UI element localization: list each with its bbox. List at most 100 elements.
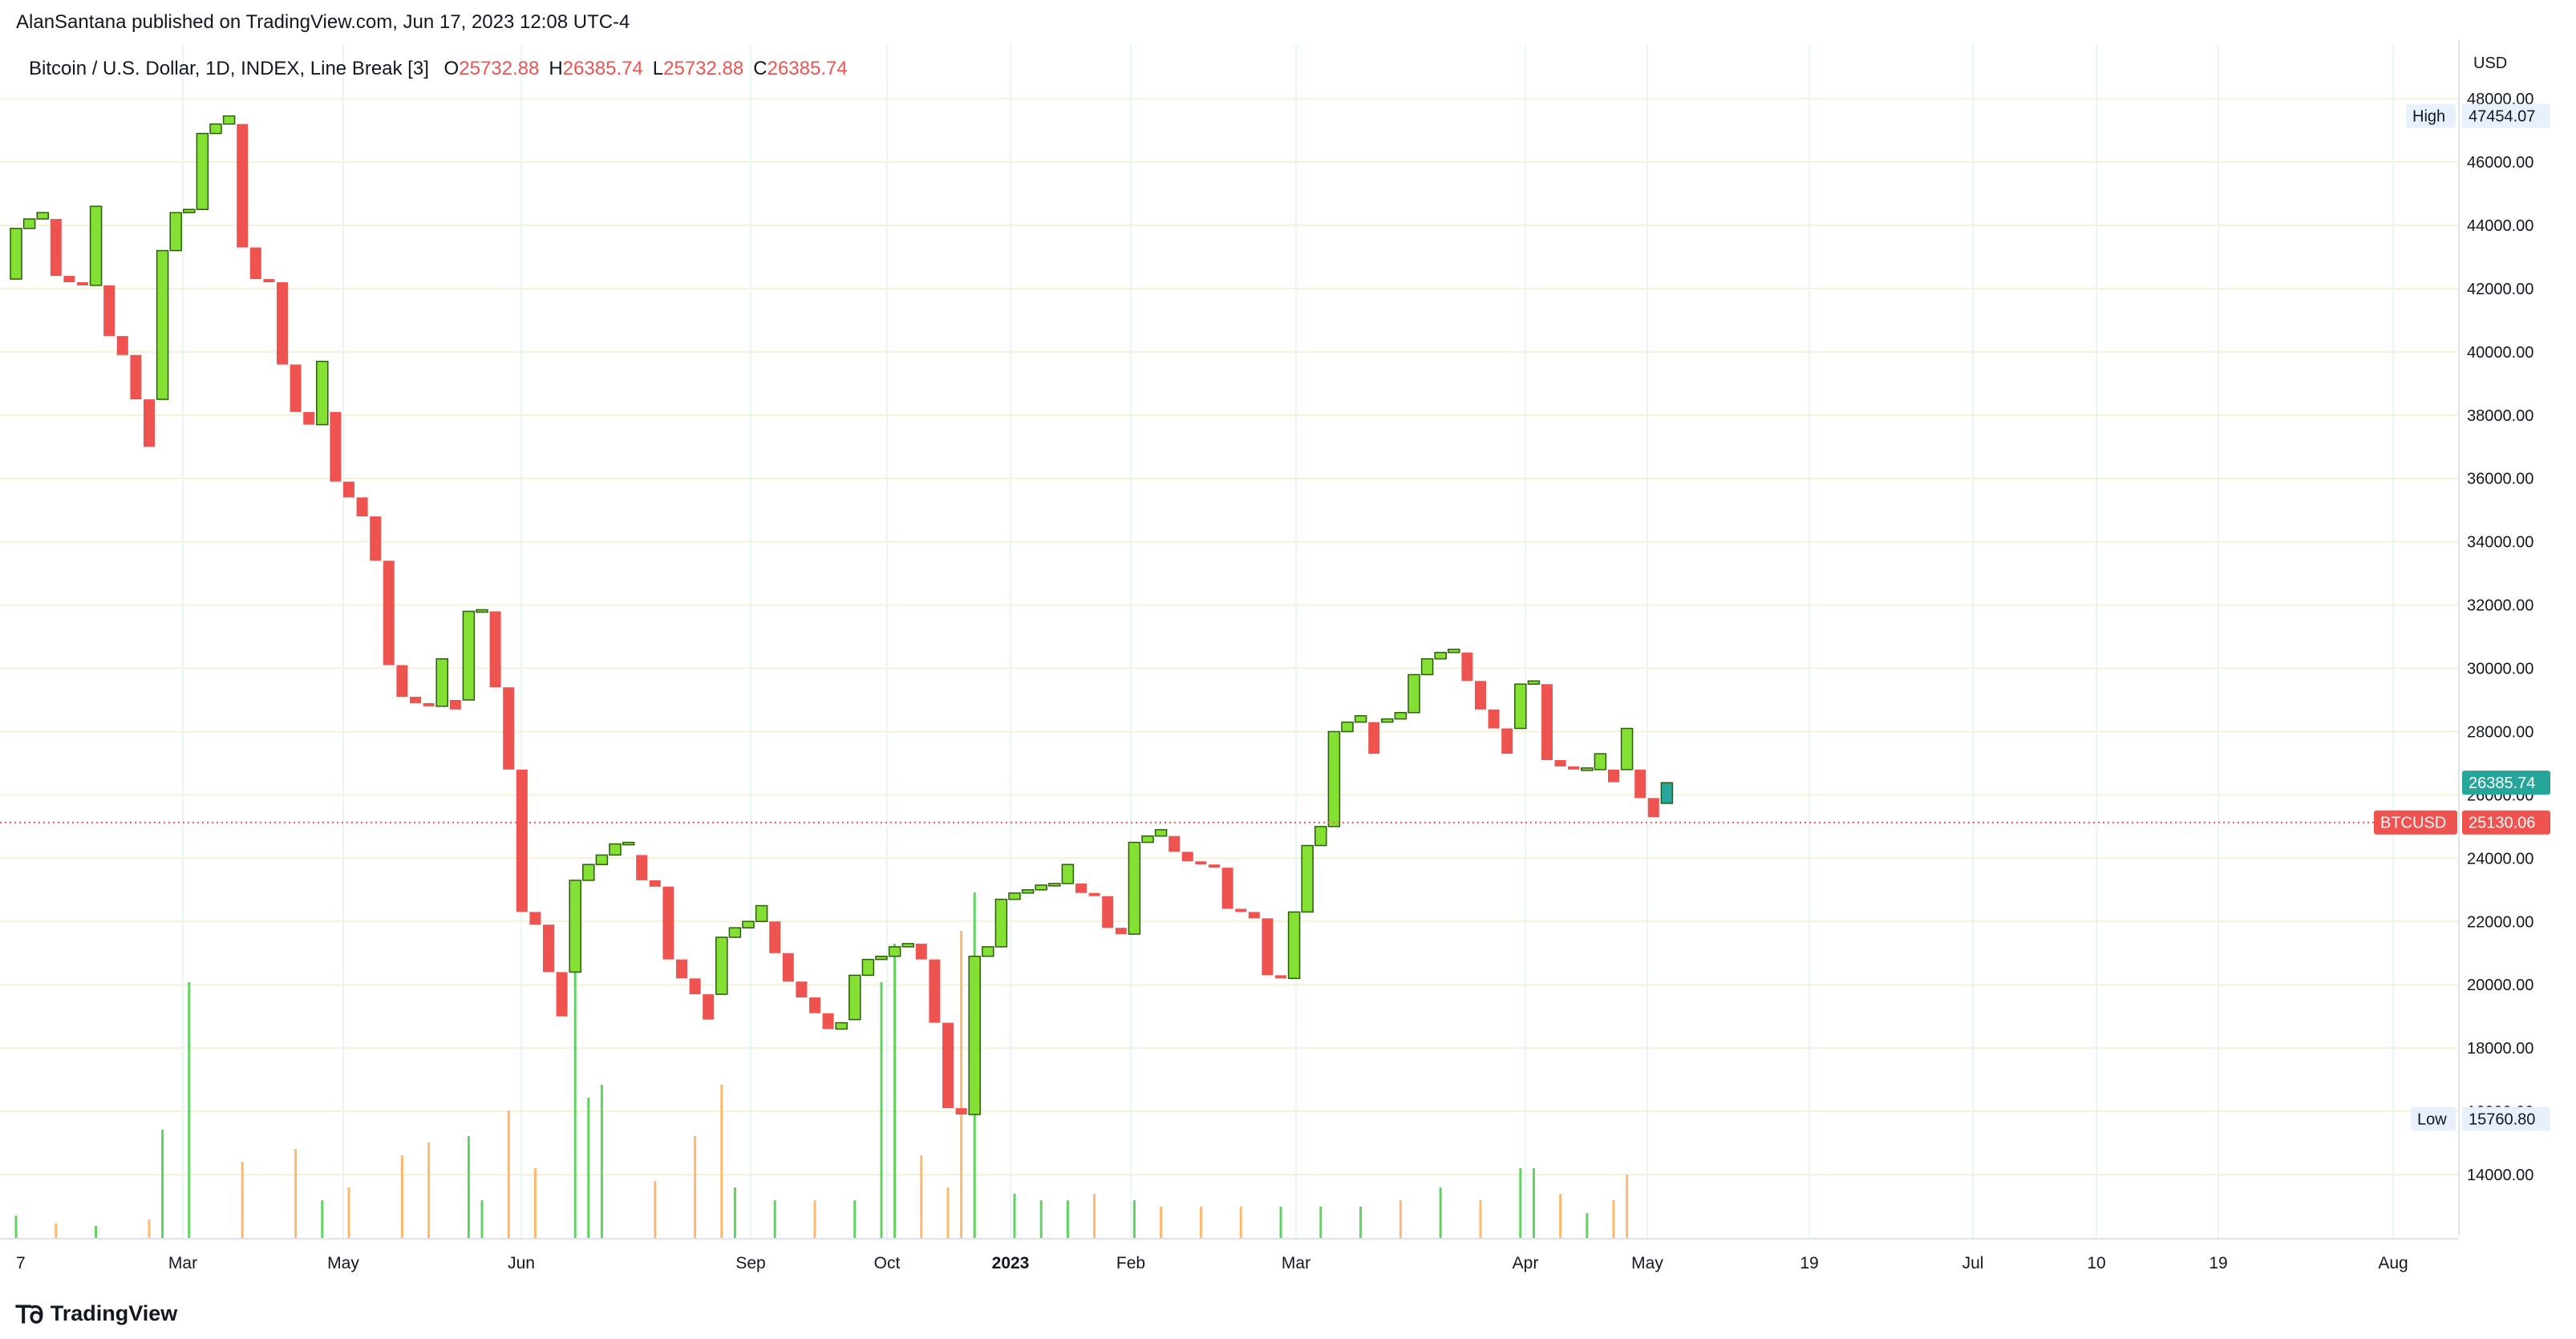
line-break-brick[interactable] bbox=[662, 886, 674, 960]
line-break-brick[interactable] bbox=[582, 864, 595, 881]
line-break-brick[interactable] bbox=[1407, 674, 1420, 714]
line-break-brick[interactable] bbox=[569, 880, 581, 973]
line-break-brick[interactable] bbox=[10, 228, 22, 280]
line-break-brick[interactable] bbox=[343, 481, 354, 498]
line-break-brick[interactable] bbox=[1541, 684, 1553, 760]
line-break-brick[interactable] bbox=[1581, 767, 1594, 771]
line-break-brick[interactable] bbox=[1301, 844, 1314, 913]
line-break-brick[interactable] bbox=[595, 854, 609, 865]
line-break-brick[interactable] bbox=[516, 769, 528, 912]
line-break-brick[interactable] bbox=[1287, 911, 1301, 980]
line-break-brick[interactable] bbox=[1209, 864, 1220, 868]
line-break-brick[interactable] bbox=[982, 946, 994, 957]
line-break-brick[interactable] bbox=[1248, 912, 1260, 919]
line-break-brick[interactable] bbox=[1061, 864, 1075, 884]
line-break-brick[interactable] bbox=[1568, 766, 1580, 770]
line-break-brick[interactable] bbox=[769, 921, 781, 953]
line-break-brick[interactable] bbox=[370, 516, 382, 561]
line-break-brick[interactable] bbox=[156, 249, 169, 400]
line-break-brick[interactable] bbox=[1501, 728, 1513, 754]
line-break-brick[interactable] bbox=[715, 936, 728, 995]
line-break-brick[interactable] bbox=[622, 841, 635, 846]
line-break-brick[interactable] bbox=[689, 978, 701, 995]
line-break-brick[interactable] bbox=[1554, 759, 1566, 767]
line-break-bricks[interactable] bbox=[10, 115, 1674, 1115]
line-break-brick[interactable] bbox=[410, 697, 421, 703]
line-break-brick[interactable] bbox=[1195, 861, 1207, 865]
line-break-brick[interactable] bbox=[50, 219, 62, 277]
line-break-brick[interactable] bbox=[1381, 718, 1394, 723]
line-break-brick[interactable] bbox=[1221, 868, 1233, 909]
price-axis[interactable]: USD 48000.00 46000.00 44000.00 42000.00 4000… bbox=[2458, 40, 2533, 1235]
line-break-brick[interactable] bbox=[649, 880, 661, 887]
line-break-brick[interactable] bbox=[196, 132, 209, 210]
line-break-brick[interactable] bbox=[901, 943, 914, 948]
line-break-brick[interactable] bbox=[169, 212, 182, 252]
line-break-brick[interactable] bbox=[130, 354, 142, 400]
line-break-brick[interactable] bbox=[835, 1021, 848, 1030]
line-break-brick[interactable] bbox=[183, 208, 196, 213]
line-break-brick[interactable] bbox=[209, 123, 222, 135]
line-break-brick[interactable] bbox=[1035, 884, 1047, 891]
line-break-brick[interactable] bbox=[676, 959, 687, 979]
line-break-brick[interactable] bbox=[249, 247, 261, 280]
line-break-brick[interactable] bbox=[356, 497, 368, 517]
line-break-brick[interactable] bbox=[1634, 769, 1646, 799]
time-axis[interactable]: 7 Mar May Jun Sep Oct 2023 Feb Mar Apr May 19 Jul 10 1… bbox=[0, 1238, 2459, 1272]
line-break-brick[interactable] bbox=[316, 360, 329, 426]
line-break-brick[interactable] bbox=[1115, 928, 1127, 935]
line-break-brick[interactable] bbox=[888, 946, 901, 957]
line-break-brick[interactable] bbox=[1181, 852, 1193, 862]
line-break-brick[interactable] bbox=[290, 364, 302, 412]
line-break-brick[interactable] bbox=[1141, 835, 1154, 843]
line-break-brick[interactable] bbox=[1434, 652, 1447, 660]
line-break-brick[interactable] bbox=[144, 399, 155, 447]
line-break-brick[interactable] bbox=[423, 702, 435, 706]
line-break-brick[interactable] bbox=[1128, 841, 1141, 935]
line-break-brick[interactable] bbox=[1394, 712, 1407, 720]
line-break-brick[interactable] bbox=[1008, 892, 1021, 900]
line-break-brick[interactable] bbox=[1514, 683, 1527, 730]
line-break-brick[interactable] bbox=[489, 611, 501, 688]
line-break-brick[interactable] bbox=[303, 411, 315, 425]
line-break-brick[interactable] bbox=[609, 843, 622, 856]
line-break-brick[interactable] bbox=[449, 699, 461, 710]
line-break-brick[interactable] bbox=[875, 955, 888, 961]
line-break-brick[interactable] bbox=[994, 898, 1008, 948]
line-break-brick[interactable] bbox=[929, 959, 941, 1023]
line-break-brick[interactable] bbox=[116, 336, 128, 355]
line-break-brick[interactable] bbox=[796, 981, 808, 997]
line-break-brick[interactable] bbox=[1475, 681, 1486, 710]
line-break-brick[interactable] bbox=[1088, 892, 1100, 896]
line-break-brick[interactable] bbox=[1235, 908, 1247, 912]
line-break-brick[interactable] bbox=[968, 955, 981, 1115]
line-break-brick[interactable] bbox=[703, 994, 715, 1020]
line-break-brick[interactable] bbox=[1102, 896, 1114, 928]
line-break-brick[interactable] bbox=[861, 958, 875, 977]
line-break-brick[interactable] bbox=[955, 1108, 967, 1115]
line-break-brick[interactable] bbox=[728, 927, 742, 938]
line-break-brick[interactable] bbox=[476, 609, 488, 613]
tradingview-logo[interactable]: ꓔ𐐀 TradingView bbox=[16, 1297, 177, 1330]
line-break-brick[interactable] bbox=[237, 123, 249, 248]
line-break-brick[interactable] bbox=[1327, 730, 1341, 827]
line-break-brick[interactable] bbox=[1262, 918, 1274, 976]
line-break-brick[interactable] bbox=[22, 218, 36, 229]
line-break-brick[interactable] bbox=[222, 115, 236, 125]
line-break-brick[interactable] bbox=[263, 279, 275, 283]
line-break-brick[interactable] bbox=[77, 282, 88, 285]
line-break-brick[interactable] bbox=[1527, 680, 1541, 686]
line-break-brick[interactable] bbox=[1608, 769, 1619, 783]
line-break-brick[interactable] bbox=[782, 953, 794, 982]
line-break-brick[interactable] bbox=[915, 943, 927, 960]
line-break-brick[interactable] bbox=[529, 912, 541, 925]
line-break-brick[interactable] bbox=[503, 687, 515, 770]
line-break-brick[interactable] bbox=[1448, 649, 1460, 653]
line-break-brick[interactable] bbox=[1341, 721, 1354, 733]
line-break-brick[interactable] bbox=[1354, 714, 1367, 723]
line-break-brick[interactable] bbox=[63, 276, 75, 283]
line-break-brick[interactable] bbox=[849, 974, 861, 1021]
line-break-brick[interactable] bbox=[1048, 883, 1061, 887]
line-break-brick[interactable] bbox=[809, 997, 820, 1013]
